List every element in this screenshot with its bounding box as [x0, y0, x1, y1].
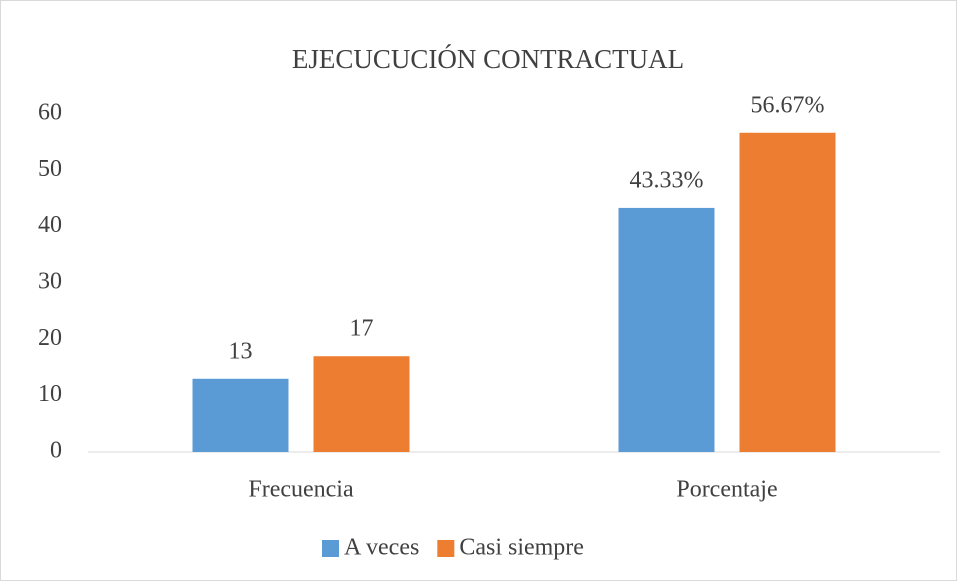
value-label: 56.67%	[751, 92, 825, 118]
x-tick-label: Frecuencia	[248, 477, 354, 503]
legend-label: A veces	[344, 535, 419, 561]
y-tick-label: 0	[50, 438, 62, 464]
y-tick-label: 50	[38, 156, 62, 182]
bar	[739, 132, 836, 452]
legend-swatch	[322, 540, 339, 557]
bar	[618, 207, 715, 452]
legend-label: Casi siempre	[459, 535, 584, 561]
value-label: 17	[350, 316, 374, 342]
bar	[313, 356, 410, 452]
y-tick-label: 10	[38, 381, 62, 407]
legend-swatch	[437, 540, 455, 557]
y-tick-label: 30	[38, 269, 62, 295]
bar	[192, 378, 289, 452]
x-tick-label: Porcentaje	[676, 477, 777, 503]
y-tick-label: 40	[38, 212, 62, 238]
y-tick-label: 60	[38, 100, 62, 126]
value-label: 13	[229, 338, 253, 364]
value-label: 43.33%	[630, 167, 704, 193]
y-tick-label: 20	[38, 325, 62, 351]
chart-title: EJECUCUCIÓN CONTRACTUAL	[292, 44, 684, 74]
